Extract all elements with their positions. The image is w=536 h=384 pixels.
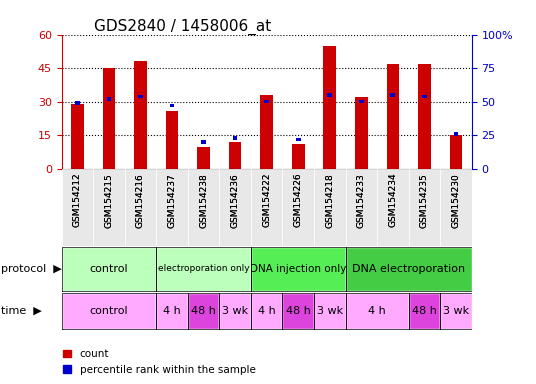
- Text: 3 wk: 3 wk: [317, 306, 343, 316]
- Text: 4 h: 4 h: [163, 306, 181, 316]
- Bar: [166, 111, 178, 169]
- Text: control: control: [90, 306, 128, 316]
- Text: GSM154218: GSM154218: [325, 173, 334, 228]
- Text: GSM154216: GSM154216: [136, 173, 145, 228]
- FancyBboxPatch shape: [346, 169, 377, 246]
- Bar: [71, 104, 84, 169]
- FancyBboxPatch shape: [377, 169, 408, 246]
- FancyBboxPatch shape: [251, 293, 282, 329]
- Text: GSM154226: GSM154226: [294, 173, 303, 227]
- Text: GSM154216: GSM154216: [136, 173, 145, 228]
- Text: GSM154212: GSM154212: [73, 173, 82, 227]
- Text: 4 h: 4 h: [368, 306, 386, 316]
- Bar: [359, 100, 363, 103]
- Text: electroporation only: electroporation only: [158, 264, 249, 273]
- Text: GSM154222: GSM154222: [262, 173, 271, 227]
- Text: GSM154215: GSM154215: [105, 173, 114, 228]
- Bar: [229, 142, 241, 169]
- FancyBboxPatch shape: [157, 169, 188, 246]
- Text: GSM154222: GSM154222: [262, 173, 271, 227]
- FancyBboxPatch shape: [157, 247, 251, 291]
- Text: 3 wk: 3 wk: [443, 306, 469, 316]
- Text: 48 h: 48 h: [286, 306, 311, 316]
- Bar: [103, 68, 115, 169]
- Bar: [323, 46, 336, 169]
- Text: GSM154212: GSM154212: [73, 173, 82, 227]
- FancyBboxPatch shape: [282, 293, 314, 329]
- Text: GSM154238: GSM154238: [199, 173, 208, 228]
- Bar: [453, 132, 458, 136]
- Bar: [260, 95, 273, 169]
- FancyBboxPatch shape: [157, 293, 188, 329]
- Bar: [418, 64, 431, 169]
- Bar: [107, 98, 111, 101]
- FancyBboxPatch shape: [125, 169, 157, 246]
- Text: GSM154238: GSM154238: [199, 173, 208, 228]
- Bar: [264, 100, 269, 103]
- Text: GSM154226: GSM154226: [294, 173, 303, 227]
- Text: GSM154236: GSM154236: [230, 173, 240, 228]
- FancyBboxPatch shape: [62, 247, 157, 291]
- Bar: [201, 141, 206, 144]
- FancyBboxPatch shape: [188, 169, 219, 246]
- FancyBboxPatch shape: [93, 169, 125, 246]
- Text: GSM154236: GSM154236: [230, 173, 240, 228]
- Bar: [386, 64, 399, 169]
- FancyBboxPatch shape: [62, 293, 157, 329]
- Bar: [170, 104, 174, 108]
- FancyBboxPatch shape: [188, 293, 219, 329]
- Text: DNA injection only: DNA injection only: [250, 264, 346, 274]
- Text: GSM154234: GSM154234: [388, 173, 397, 227]
- Text: GSM154230: GSM154230: [451, 173, 460, 228]
- Text: 3 wk: 3 wk: [222, 306, 248, 316]
- FancyBboxPatch shape: [251, 247, 346, 291]
- Bar: [197, 147, 210, 169]
- Bar: [296, 138, 301, 141]
- Legend: count, percentile rank within the sample: count, percentile rank within the sample: [59, 345, 259, 379]
- Text: time  ▶: time ▶: [1, 306, 42, 316]
- Bar: [292, 144, 304, 169]
- Text: DNA electroporation: DNA electroporation: [352, 264, 465, 274]
- Text: GSM154215: GSM154215: [105, 173, 114, 228]
- FancyBboxPatch shape: [282, 169, 314, 246]
- Bar: [422, 95, 427, 98]
- Bar: [134, 61, 147, 169]
- Bar: [327, 93, 332, 97]
- Text: GSM154230: GSM154230: [451, 173, 460, 228]
- FancyBboxPatch shape: [408, 293, 440, 329]
- Text: 48 h: 48 h: [191, 306, 216, 316]
- Text: GDS2840 / 1458006_at: GDS2840 / 1458006_at: [94, 18, 272, 35]
- Text: GSM154235: GSM154235: [420, 173, 429, 228]
- Text: GSM154235: GSM154235: [420, 173, 429, 228]
- FancyBboxPatch shape: [440, 169, 472, 246]
- FancyBboxPatch shape: [314, 293, 346, 329]
- Bar: [233, 136, 237, 140]
- FancyBboxPatch shape: [219, 169, 251, 246]
- FancyBboxPatch shape: [346, 247, 472, 291]
- Text: GSM154237: GSM154237: [168, 173, 176, 228]
- FancyBboxPatch shape: [314, 169, 346, 246]
- Text: GSM154233: GSM154233: [357, 173, 366, 228]
- Text: GSM154237: GSM154237: [168, 173, 176, 228]
- Text: GSM154233: GSM154233: [357, 173, 366, 228]
- FancyBboxPatch shape: [346, 293, 408, 329]
- Text: control: control: [90, 264, 128, 274]
- Text: protocol  ▶: protocol ▶: [1, 264, 62, 274]
- FancyBboxPatch shape: [219, 293, 251, 329]
- Bar: [355, 97, 368, 169]
- Text: 48 h: 48 h: [412, 306, 437, 316]
- FancyBboxPatch shape: [62, 169, 93, 246]
- Text: GSM154234: GSM154234: [388, 173, 397, 227]
- Bar: [138, 95, 143, 98]
- FancyBboxPatch shape: [251, 169, 282, 246]
- Bar: [390, 93, 395, 97]
- Bar: [75, 101, 80, 105]
- FancyBboxPatch shape: [440, 293, 472, 329]
- Text: 4 h: 4 h: [258, 306, 276, 316]
- FancyBboxPatch shape: [408, 169, 440, 246]
- Bar: [450, 136, 462, 169]
- Text: GSM154218: GSM154218: [325, 173, 334, 228]
